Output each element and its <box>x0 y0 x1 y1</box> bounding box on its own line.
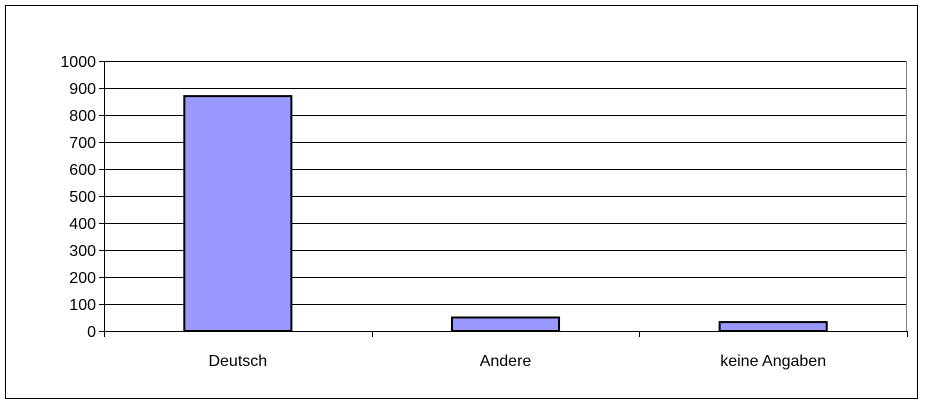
chart-frame <box>5 5 918 399</box>
x-category-label: keine Angaben <box>720 353 826 370</box>
y-tick-label: 100 <box>69 297 96 314</box>
y-tick-label: 400 <box>69 216 96 233</box>
y-tick-label: 800 <box>69 108 96 125</box>
x-category-label: Deutsch <box>208 353 267 370</box>
bar-deutsch <box>183 95 293 332</box>
y-tick-label: 0 <box>87 324 96 341</box>
y-tick-label: 300 <box>69 243 96 260</box>
y-tick-labels: 0 100 200 300 400 500 600 700 800 900 1000 <box>60 54 96 341</box>
y-tick-label: 1000 <box>60 54 96 71</box>
x-category-label: Andere <box>480 353 532 370</box>
y-tick-label: 700 <box>69 135 96 152</box>
y-tick-label: 200 <box>69 270 96 287</box>
bar-andere <box>450 316 561 332</box>
y-tick-label: 900 <box>69 81 96 98</box>
bars <box>183 95 828 332</box>
x-category-labels: Deutsch Andere keine Angaben <box>208 353 826 370</box>
y-tick-label: 500 <box>69 189 96 206</box>
bar-keine-angaben <box>718 321 828 332</box>
y-tick-label: 600 <box>69 162 96 179</box>
